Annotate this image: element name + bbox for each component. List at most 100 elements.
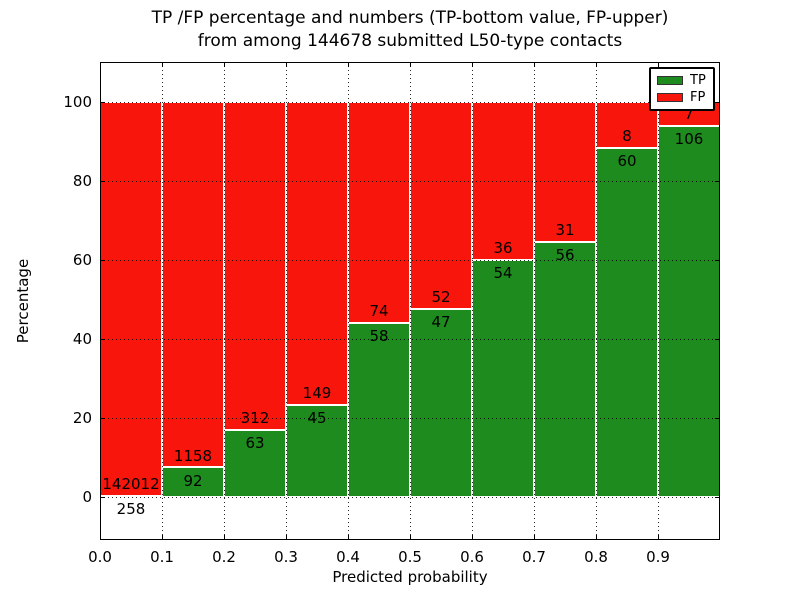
y-tick-label: 100 — [63, 92, 92, 111]
gridline-vertical — [410, 62, 411, 540]
bar-segment-tp — [410, 309, 472, 497]
x-tick-mark-bottom — [658, 535, 659, 539]
x-tick-label: 0.3 — [274, 548, 298, 566]
x-tick-label: 0.1 — [150, 548, 174, 566]
x-tick-mark-bottom — [472, 535, 473, 539]
y-tick-mark-right — [715, 496, 719, 498]
chart-title-line1: TP /FP percentage and numbers (TP-bottom… — [151, 8, 669, 28]
y-tick-mark-right — [715, 338, 719, 340]
bar-label-tp: 54 — [493, 263, 513, 282]
gridline-vertical — [472, 62, 473, 540]
x-tick-mark-top — [100, 63, 101, 67]
y-tick-mark-right — [715, 259, 719, 261]
bar-label-tp: 106 — [674, 130, 704, 148]
x-tick-mark-bottom — [286, 535, 287, 539]
bar-segment-fp — [162, 101, 224, 468]
y-tick-label: 20 — [72, 408, 92, 427]
y-tick-label: 60 — [72, 250, 92, 269]
bar-segment-tp — [534, 242, 596, 497]
y-tick-label: 40 — [72, 329, 92, 348]
y-tick-label: 80 — [72, 171, 92, 190]
bar-label-tp: 58 — [369, 327, 389, 345]
x-tick-mark-top — [224, 63, 225, 67]
gridline-vertical — [162, 62, 163, 540]
bar-label-fp: 31 — [555, 221, 575, 240]
y-tick-mark-left — [101, 496, 105, 498]
x-tick-mark-top — [534, 63, 535, 67]
bar-segment-tp — [596, 147, 658, 497]
x-tick-mark-top — [596, 63, 597, 67]
x-tick-mark-bottom — [596, 535, 597, 539]
x-tick-mark-top — [410, 63, 411, 67]
y-tick-mark-left — [101, 180, 105, 182]
bar-label-tp: 45 — [307, 408, 327, 427]
x-tick-label: 0.8 — [584, 548, 608, 566]
gridline-vertical — [224, 62, 225, 540]
x-tick-label: 0.0 — [88, 548, 112, 566]
y-tick-mark-right — [715, 180, 719, 182]
y-tick-mark-left — [101, 338, 105, 340]
x-tick-mark-bottom — [410, 535, 411, 539]
x-tick-mark-bottom — [100, 535, 101, 539]
bar-label-tp: 60 — [617, 152, 637, 171]
bar-segment-fp — [410, 101, 472, 309]
gridline-vertical — [596, 62, 597, 540]
bar-segment-tp — [286, 404, 348, 497]
bar-label-fp: 36 — [493, 238, 513, 257]
x-tick-mark-bottom — [534, 535, 535, 539]
x-tick-mark-top — [348, 63, 349, 67]
bar-label-tp: 56 — [555, 246, 575, 265]
bar-label-fp: 1158 — [173, 446, 213, 465]
bar-label-fp: 142012 — [102, 474, 160, 493]
gridline-vertical — [348, 62, 349, 540]
x-tick-mark-top — [286, 63, 287, 67]
bar-segment-fp — [286, 101, 348, 405]
bar-segment-fp — [100, 101, 162, 496]
x-tick-label: 0.2 — [212, 548, 236, 566]
bar-label-fp: 312 — [240, 409, 270, 428]
legend-entry: FP — [657, 91, 707, 104]
bar-label-fp: 52 — [431, 288, 451, 307]
bar-label-fp: 149 — [302, 384, 332, 403]
legend-label: FP — [690, 89, 706, 105]
gridline-vertical — [658, 62, 659, 540]
gridline-vertical — [286, 62, 287, 540]
legend-entry: TP — [657, 74, 707, 87]
gridline-vertical — [534, 62, 535, 540]
x-tick-label: 0.6 — [460, 548, 484, 566]
x-tick-mark-top — [162, 63, 163, 67]
bar-label-tp: 92 — [183, 471, 203, 490]
bar-segment-tp — [162, 467, 224, 497]
bar-segment-tp — [658, 125, 720, 497]
x-tick-mark-bottom — [162, 535, 163, 539]
bar-segment-tp — [224, 430, 286, 497]
bar-label-tp: 47 — [431, 313, 451, 332]
tp-swatch-icon — [657, 76, 683, 86]
legend: TP FP — [649, 67, 715, 111]
bar-label-fp: 7 — [684, 105, 694, 124]
bar-label-fp: 8 — [622, 127, 632, 146]
x-tick-label: 0.7 — [522, 548, 546, 566]
chart-title-line2: from among 144678 submitted L50-type con… — [197, 31, 623, 51]
plot-area: TP FP 142012 258 1158 92 312 63 149 45 74 58 52 47 36… — [100, 62, 720, 540]
x-tick-label: 0.4 — [336, 548, 360, 566]
bar-segment-tp — [472, 259, 534, 497]
x-axis-label: Predicted probability — [332, 568, 488, 586]
chart-title: TP /FP percentage and numbers (TP-bottom… — [0, 7, 800, 53]
y-axis-label: Percentage — [14, 258, 32, 344]
x-tick-label: 0.9 — [646, 548, 670, 566]
y-tick-mark-right — [715, 101, 719, 103]
x-tick-mark-bottom — [224, 535, 225, 539]
x-tick-mark-top — [658, 63, 659, 67]
bar-segment-tp — [348, 322, 410, 497]
bar-label-fp: 74 — [369, 302, 389, 321]
bar-segment-fp — [224, 101, 286, 431]
y-tick-mark-right — [715, 417, 719, 419]
bar-label-tp: 258 — [116, 499, 146, 518]
bar-segment-fp — [348, 101, 410, 323]
x-tick-label: 0.5 — [398, 548, 422, 566]
fp-swatch-icon — [657, 92, 683, 102]
x-tick-mark-bottom — [348, 535, 349, 539]
legend-label: TP — [690, 73, 706, 89]
